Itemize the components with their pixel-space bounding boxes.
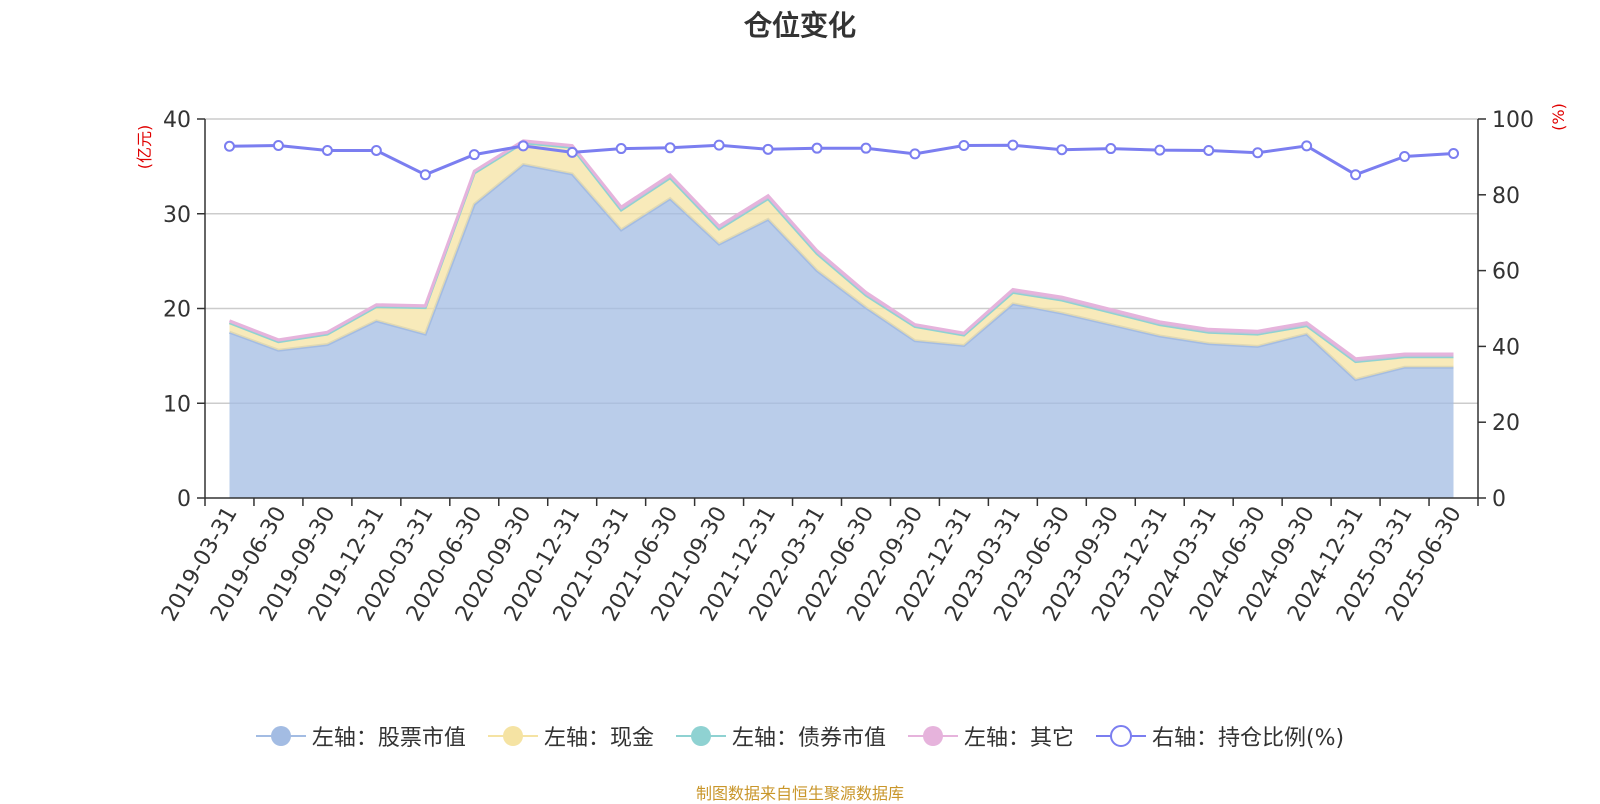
legend-item[interactable]: 左轴：现金 [487, 720, 654, 752]
ratio-point [468, 149, 480, 161]
chart-plot: 010203040020406080100(亿元)(%)2019-03-3120… [135, 103, 1568, 626]
ratio-point [713, 139, 725, 151]
legend-marker-icon [675, 726, 726, 746]
y-right-tick-label: 100 [1492, 108, 1534, 133]
ratio-point [1350, 169, 1362, 181]
legend-label: 左轴：股票市值 [311, 726, 466, 751]
area-左轴：股票市值 [229, 164, 1454, 498]
ratio-point [1007, 139, 1019, 151]
ratio-point [321, 144, 333, 156]
y-left-tick-label: 10 [163, 392, 191, 417]
ratio-point [664, 142, 676, 154]
legend-label: 左轴：债券市值 [731, 726, 886, 751]
ratio-line [229, 143, 1454, 177]
ratio-point [1105, 143, 1117, 155]
ratio-point [762, 143, 774, 155]
ratio-point [517, 140, 529, 152]
ratio-point [1154, 144, 1166, 156]
y-right-tick-label: 20 [1492, 411, 1520, 436]
ratio-point [566, 146, 578, 158]
y-right-axis-label: (%) [1549, 103, 1568, 131]
area-line-左轴：其它 [228, 139, 1454, 361]
ratio-point [909, 148, 921, 160]
legend-marker-icon [487, 726, 538, 746]
ratio-point [1203, 144, 1215, 156]
y-right-tick-label: 0 [1492, 487, 1506, 512]
legend-item[interactable]: 右轴：持仓比例(%) [1095, 720, 1345, 752]
y-left-tick-label: 40 [163, 108, 191, 133]
legend-marker-icon [907, 726, 958, 746]
y-left-tick-label: 30 [163, 203, 191, 228]
y-left-axis-label: (亿元) [135, 125, 154, 170]
legend-marker-icon [255, 726, 306, 746]
legend-item[interactable]: 左轴：股票市值 [255, 720, 466, 752]
legend-item[interactable]: 左轴：债券市值 [675, 720, 886, 752]
ratio-point [223, 140, 235, 152]
chart-title: 仓位变化 [743, 9, 856, 42]
ratio-point [1399, 151, 1411, 163]
ratio-point [370, 144, 382, 156]
ratio-point [1448, 147, 1460, 159]
ratio-point [811, 142, 823, 154]
ratio-point [1301, 140, 1313, 152]
y-right-tick-label: 80 [1492, 184, 1520, 209]
ratio-point [1056, 144, 1068, 156]
ratio-point [615, 143, 627, 155]
area-左轴：现金 [229, 142, 1454, 380]
ratio-point [419, 169, 431, 181]
ratio-point [958, 140, 970, 152]
y-left-tick-label: 0 [177, 487, 191, 512]
legend-label: 左轴：现金 [543, 726, 654, 751]
chart-legend: 左轴：股票市值 左轴：现金 左轴：债券市值 左轴：其它 右轴：持仓比例(%) [0, 720, 1600, 752]
legend-item[interactable]: 左轴：其它 [907, 720, 1074, 752]
y-left-tick-label: 20 [163, 298, 191, 323]
ratio-point [272, 140, 284, 152]
y-right-tick-label: 60 [1492, 260, 1520, 285]
y-right-tick-label: 40 [1492, 335, 1520, 360]
ratio-point [860, 142, 872, 154]
legend-label: 左轴：其它 [963, 726, 1074, 751]
legend-label: 右轴：持仓比例(%) [1151, 726, 1345, 751]
ratio-point [1252, 147, 1264, 159]
data-source-note: 制图数据来自恒生聚源数据库 [695, 784, 904, 803]
legend-marker-icon [1095, 725, 1146, 747]
